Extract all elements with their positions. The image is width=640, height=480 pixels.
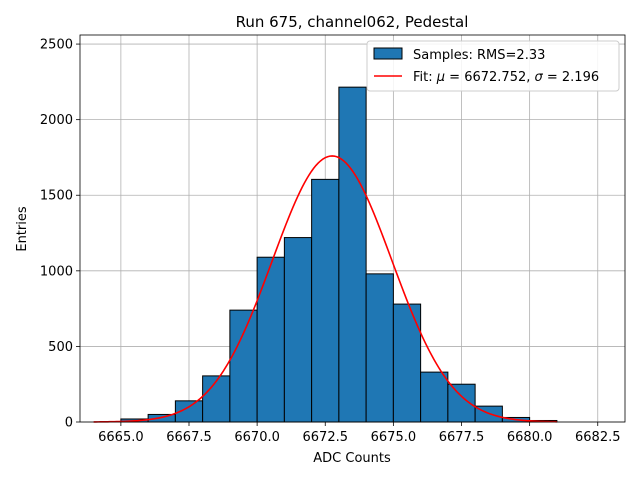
histogram-bar <box>202 375 231 423</box>
legend-fit-label: Fit: μ = 6672.752, σ = 2.196 <box>413 70 599 85</box>
y-tick-label: 1000 <box>40 264 73 279</box>
x-tick-label: 6670.0 <box>234 430 280 445</box>
x-tick-label: 6682.5 <box>575 430 621 445</box>
histogram-bar <box>283 237 313 423</box>
y-tick-label: 0 <box>65 416 73 431</box>
y-tick-label: 2000 <box>40 113 73 128</box>
legend-fit-mu-symbol: μ <box>436 70 445 85</box>
histogram-bars <box>120 86 558 423</box>
y-axis-title: Entries <box>15 206 30 252</box>
legend-fit-mu-value: = 6672.752, <box>445 70 534 85</box>
histogram-bar <box>256 256 285 423</box>
legend-fit-sigma-symbol: σ <box>535 70 544 85</box>
fit-curve-layer <box>93 155 557 423</box>
legend-fit-label-prefix: Fit: <box>413 70 437 85</box>
x-tick-label: 6677.5 <box>439 430 485 445</box>
y-tick-label: 500 <box>48 340 73 355</box>
legend-fit-sigma-value: = 2.196 <box>543 70 599 85</box>
fit-curve <box>93 155 557 423</box>
y-tick-label: 2500 <box>40 38 73 53</box>
x-tick-label: 6680.0 <box>507 430 553 445</box>
histogram-bar <box>311 178 340 423</box>
legend-histogram-label: Samples: RMS=2.33 <box>413 48 545 63</box>
plot-frame <box>79 34 626 423</box>
histogram-bar <box>365 273 394 423</box>
histogram-bar <box>229 309 258 423</box>
x-axis-ticks: 6665.0 6667.5 6670.0 6672.5 6675.0 6677.5 6680… <box>98 422 621 445</box>
x-tick-label: 6667.5 <box>166 430 212 445</box>
histogram-bar <box>338 86 367 423</box>
x-axis-title: ADC Counts <box>313 451 391 466</box>
legend: Samples: RMS=2.33 Fit: μ = 6672.752, σ =… <box>366 40 620 92</box>
legend-box <box>366 40 620 92</box>
chart-title: Run 675, channel062, Pedestal <box>236 13 469 31</box>
x-tick-label: 6675.0 <box>371 430 417 445</box>
legend-histogram-swatch <box>373 47 403 60</box>
x-tick-label: 6665.0 <box>98 430 144 445</box>
histogram-bar <box>420 371 449 423</box>
y-tick-label: 1500 <box>40 189 73 204</box>
y-axis-ticks: 0 500 1000 1500 2000 2500 <box>40 38 80 431</box>
x-tick-label: 6672.5 <box>303 430 349 445</box>
